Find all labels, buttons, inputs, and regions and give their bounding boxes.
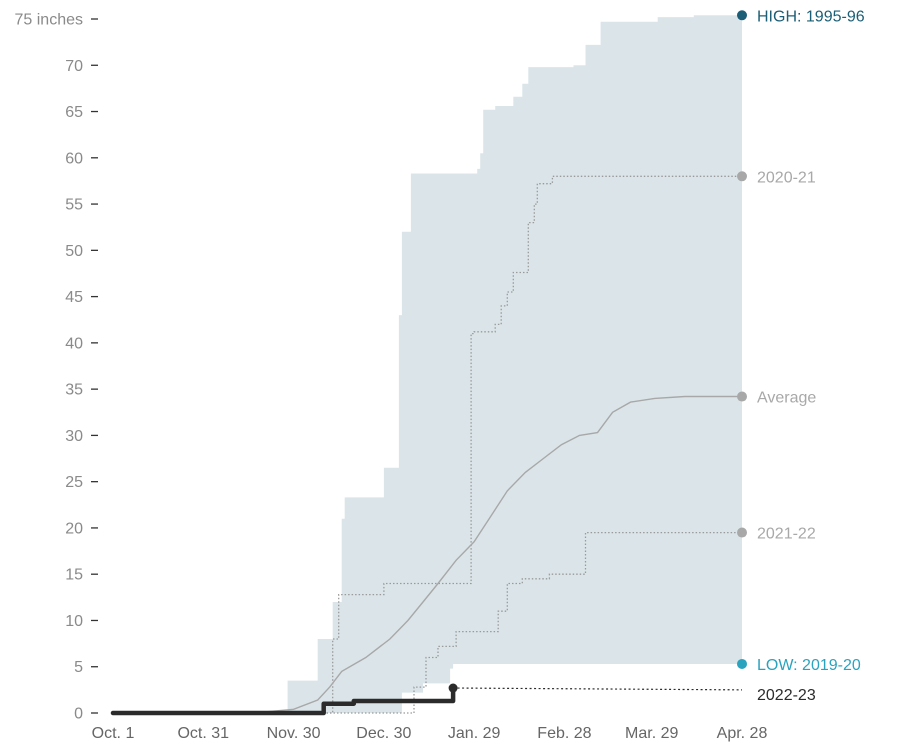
y-tick-label: 15 xyxy=(65,567,83,584)
y-tick-label: 75 inches xyxy=(15,12,84,29)
y-tick-label: 10 xyxy=(65,613,83,630)
x-axis: Oct. 1 Oct. 31 Nov. 30 Dec. 30 Jan. 29 Feb. 2… xyxy=(92,725,768,742)
x-tick-label: Apr. 28 xyxy=(717,725,768,742)
y-tick-label: 0 xyxy=(74,706,83,723)
y-tick-label: 25 xyxy=(65,474,83,491)
end-marker-average xyxy=(737,391,747,402)
end-label-2021-22: 2021-22 xyxy=(757,526,816,543)
end-label-high-1995-96: HIGH: 1995-96 xyxy=(757,8,865,25)
current-season-projection-line xyxy=(453,687,743,691)
x-tick-label: Feb. 28 xyxy=(537,725,591,742)
y-tick-label: 40 xyxy=(65,335,83,352)
y-tick-label: 70 xyxy=(65,58,83,75)
y-tick-label: 45 xyxy=(65,289,83,306)
end-label-low-2019-20: LOW: 2019-20 xyxy=(757,657,861,674)
y-tick-label: 55 xyxy=(65,197,83,214)
current-season-endpoint xyxy=(448,683,458,693)
end-marker-2020-21 xyxy=(737,171,747,182)
end-label-2020-21: 2020-21 xyxy=(757,169,816,186)
y-tick-label: 20 xyxy=(65,520,83,537)
end-label-average: Average xyxy=(757,390,816,407)
y-tick-label: 5 xyxy=(74,659,83,676)
y-tick-label: 50 xyxy=(65,243,83,260)
series-layer xyxy=(110,175,743,716)
series-line-2022-23 xyxy=(110,685,456,716)
record-range-band xyxy=(113,15,742,714)
end-marker-high-1995-96 xyxy=(737,10,747,21)
series-line-2020-21 xyxy=(113,175,742,714)
y-tick-label: 30 xyxy=(65,428,83,445)
band-layer xyxy=(113,15,742,714)
x-tick-label: Oct. 1 xyxy=(92,725,135,742)
y-tick-label: 60 xyxy=(65,150,83,167)
x-tick-label: Jan. 29 xyxy=(448,725,501,742)
series-line-2021-22 xyxy=(113,531,742,714)
end-label-2022-23: 2022-23 xyxy=(757,687,816,704)
y-axis: 0 5 10 15 20 25 30 35 40 45 50 55 60 65 70 75 inches xyxy=(15,12,98,723)
x-tick-label: Nov. 30 xyxy=(267,725,321,742)
end-marker-low-2019-20 xyxy=(737,658,747,669)
y-tick-label: 65 xyxy=(65,104,83,121)
x-tick-label: Oct. 31 xyxy=(177,725,229,742)
end-marker-2021-22 xyxy=(737,527,747,538)
series-line-average xyxy=(112,395,742,714)
end-labels: HIGH: 1995-96 2020-21 Average 2021-22 LOW: 2… xyxy=(737,8,865,704)
x-tick-label: Dec. 30 xyxy=(356,725,411,742)
x-tick-label: Mar. 29 xyxy=(625,725,678,742)
y-tick-label: 35 xyxy=(65,382,83,399)
